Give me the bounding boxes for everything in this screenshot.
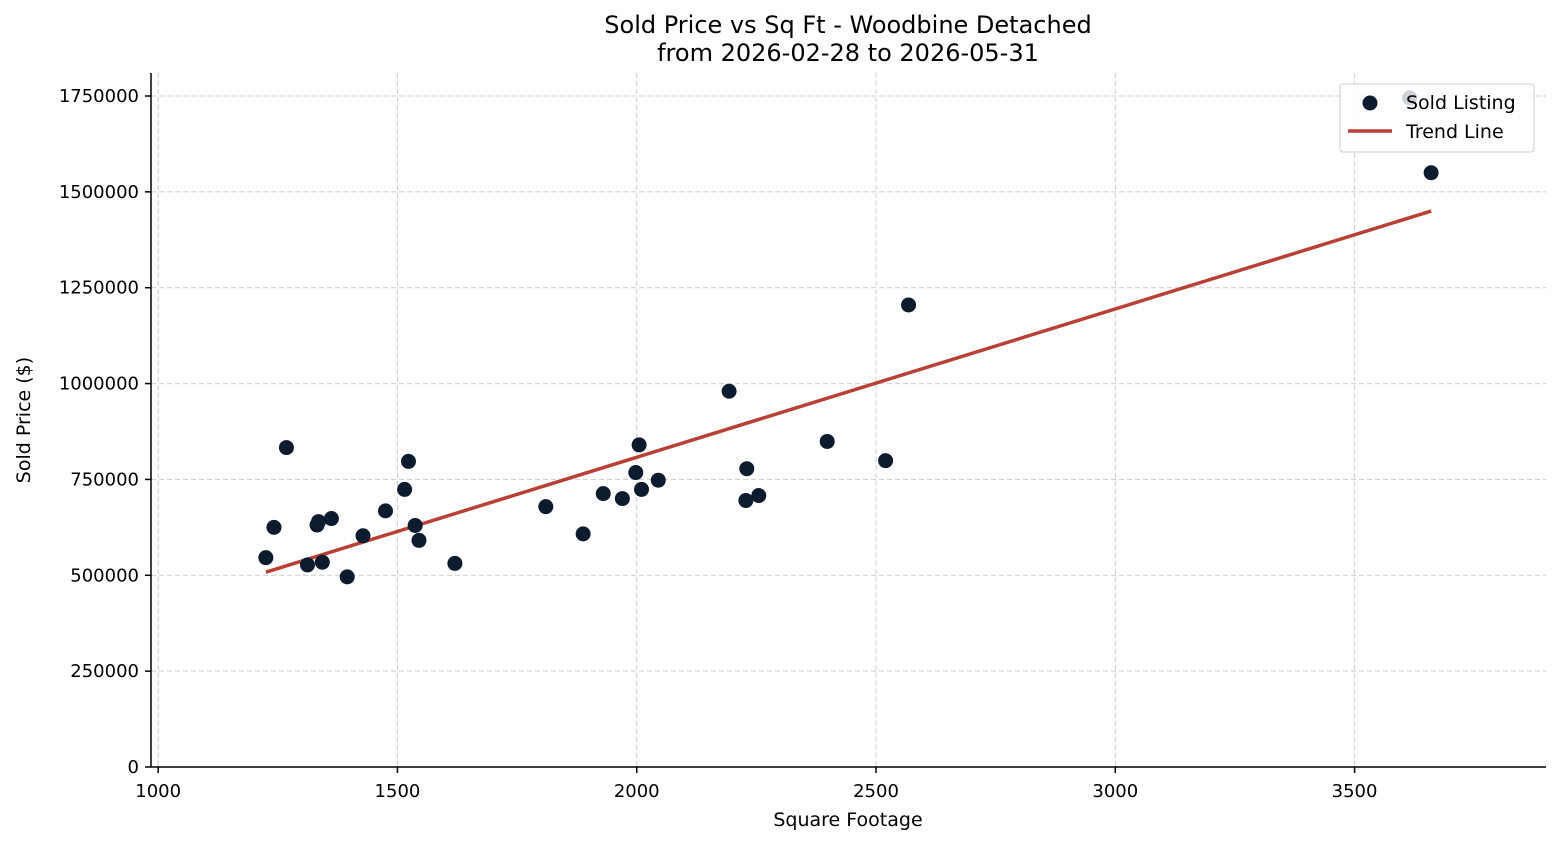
sold-listing-point <box>631 437 647 453</box>
sold-listing-point <box>634 481 650 497</box>
sold-listing-point <box>538 499 554 515</box>
sold-listing-point <box>397 481 413 497</box>
y-axis-label: Sold Price ($) <box>13 357 35 483</box>
sold-listing-point <box>751 488 767 504</box>
sold-listing-point <box>575 526 591 542</box>
sold-listing-point <box>407 517 423 533</box>
x-axis-ticks: 1000 1500 2000 2500 3000 3500 <box>135 767 1377 802</box>
sold-listing-point <box>377 503 393 519</box>
y-tick-label: 1250000 <box>59 278 139 299</box>
sold-listing-point <box>721 383 737 399</box>
sold-listing-point <box>299 557 315 573</box>
sold-listing-point <box>901 297 917 313</box>
y-tick-label: 750000 <box>70 469 139 490</box>
sold-listing-point <box>411 532 427 548</box>
sold-listing-point <box>266 519 282 535</box>
y-tick-label: 1000000 <box>59 374 139 395</box>
sold-listing-point <box>400 453 416 469</box>
sold-listing-point <box>738 493 754 509</box>
y-axis-ticks: 0 250000 500000 750000 1000000 1250000 1500000… <box>59 86 151 778</box>
sold-listing-point <box>310 514 326 530</box>
legend-label-sold-listing: Sold Listing <box>1406 92 1516 114</box>
y-tick-label: 250000 <box>70 661 139 682</box>
chart-title: Sold Price vs Sq Ft - Woodbine Detached <box>604 11 1091 39</box>
x-axis-label: Square Footage <box>773 809 922 831</box>
legend-label-trend-line: Trend Line <box>1405 121 1504 143</box>
x-tick-label: 3000 <box>1092 781 1138 802</box>
x-tick-label: 2000 <box>614 781 660 802</box>
sold-listing-point <box>819 433 835 449</box>
points-layer <box>258 90 1439 585</box>
sold-listing-point <box>739 461 755 477</box>
trend-line <box>265 209 1432 574</box>
x-tick-label: 2500 <box>853 781 899 802</box>
sold-listing-point <box>1423 165 1439 181</box>
sold-listing-point <box>258 550 274 566</box>
chart-subtitle: from 2026-02-28 to 2026-05-31 <box>657 39 1039 67</box>
legend-box <box>1339 83 1535 153</box>
sold-listing-point <box>595 486 611 502</box>
sold-listing-point <box>614 491 630 507</box>
legend: Sold Listing Trend Line <box>1339 83 1535 153</box>
legend-marker-sold-listing <box>1362 95 1378 111</box>
y-tick-label: 0 <box>128 757 139 778</box>
y-tick-label: 1750000 <box>59 86 139 107</box>
sold-listing-point <box>628 465 644 481</box>
sold-listing-point <box>278 440 294 456</box>
sold-listing-point <box>314 554 330 570</box>
x-tick-label: 1500 <box>375 781 421 802</box>
sold-listing-point <box>355 528 371 544</box>
x-tick-label: 1000 <box>135 781 181 802</box>
trend-layer <box>265 209 1432 574</box>
y-tick-label: 1500000 <box>59 182 139 203</box>
sold-listing-point <box>323 511 339 527</box>
grid <box>151 73 1546 768</box>
sold-listing-point <box>447 555 463 571</box>
y-tick-label: 500000 <box>70 565 139 586</box>
sold-listing-point <box>878 453 894 469</box>
sold-listing-point <box>339 569 355 585</box>
x-tick-label: 3500 <box>1332 781 1378 802</box>
sold-listing-point <box>650 472 666 488</box>
